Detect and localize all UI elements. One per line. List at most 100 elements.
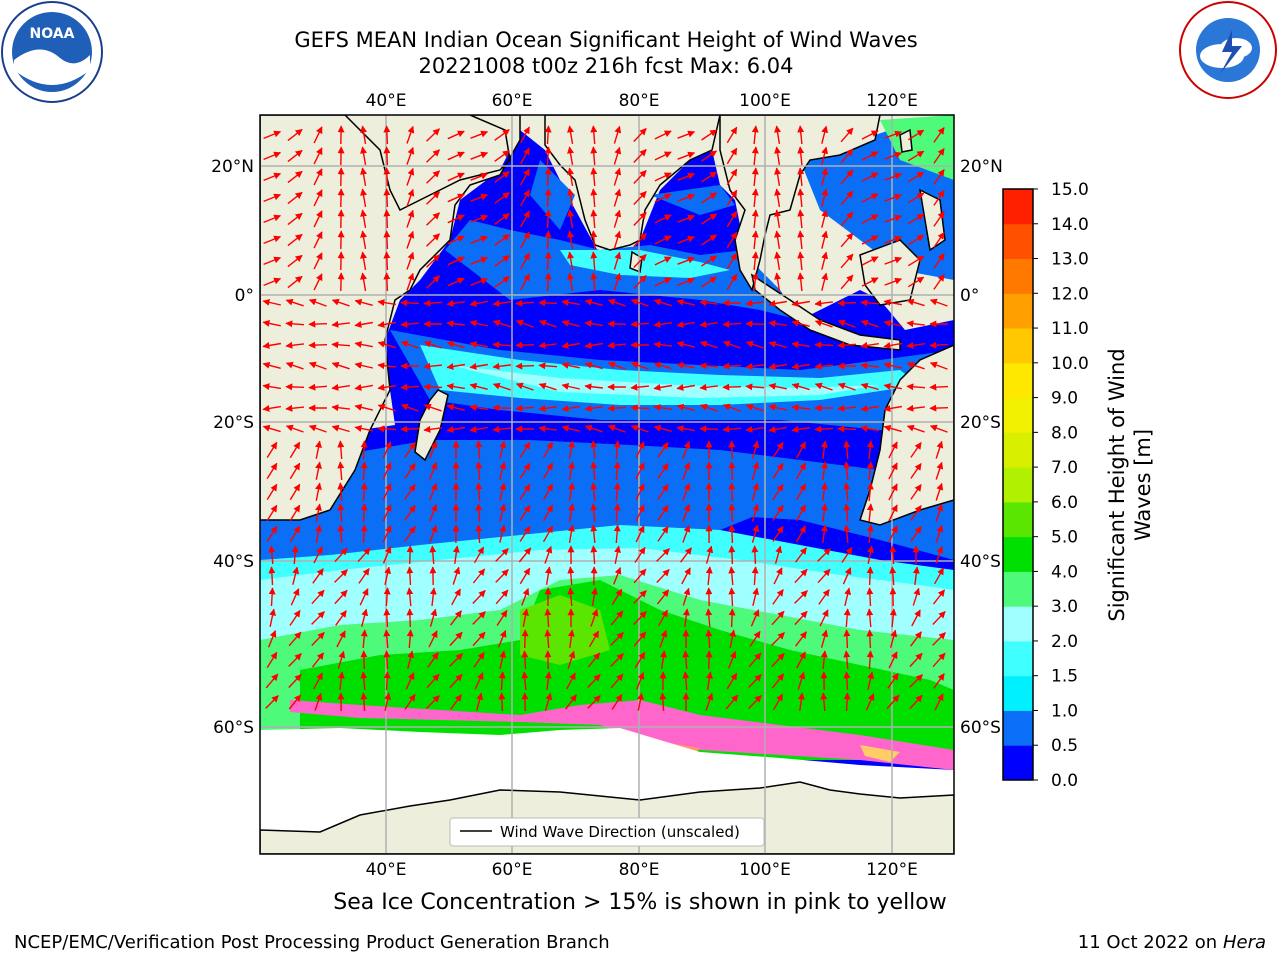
wave-direction-arrow <box>499 461 507 480</box>
wave-direction-arrow <box>590 608 599 627</box>
wave-direction-arrow <box>406 629 414 649</box>
colorbar-tick-label: 12.0 <box>1051 284 1089 304</box>
wave-direction-arrow <box>337 461 345 481</box>
wave-direction-arrow <box>860 341 880 349</box>
wave-direction-arrow <box>521 650 529 670</box>
wave-direction-arrow <box>447 193 465 203</box>
wave-direction-arrow <box>588 630 600 648</box>
map-legend: Wind Wave Direction (unscaled) <box>449 817 765 847</box>
wave-direction-arrow <box>584 404 604 412</box>
wave-direction-arrow <box>906 383 926 391</box>
wave-direction-arrow <box>722 340 741 349</box>
colorbar-tick-label: 10.0 <box>1051 354 1089 374</box>
wave-direction-arrow <box>429 461 438 480</box>
wave-direction-arrow <box>404 484 416 500</box>
wave-direction-arrow <box>584 298 603 306</box>
wave-direction-arrow <box>821 251 829 270</box>
wave-direction-arrow <box>677 151 696 160</box>
wave-direction-arrow <box>837 319 856 328</box>
wave-direction-arrow <box>630 361 649 370</box>
colorbar-segment <box>1003 432 1033 468</box>
wave-direction-arrow <box>515 362 535 370</box>
wave-direction-arrow <box>866 440 874 460</box>
wave-direction-arrow <box>768 403 787 411</box>
wave-direction-arrow <box>470 235 489 244</box>
wave-direction-arrow <box>774 146 782 166</box>
wave-direction-arrow <box>861 214 879 224</box>
wave-direction-arrow <box>613 566 622 585</box>
wave-direction-arrow <box>837 425 857 433</box>
wave-direction-arrow <box>377 403 396 412</box>
wave-direction-arrow <box>906 404 925 412</box>
colorbar-tick-label: 2.0 <box>1051 632 1078 652</box>
wave-direction-arrow <box>544 608 552 628</box>
wave-direction-arrow <box>567 272 574 292</box>
wave-direction-arrow <box>653 341 672 349</box>
colorbar-segment <box>1003 571 1033 607</box>
colorbar-segment <box>1003 189 1033 225</box>
wave-direction-arrow <box>910 526 922 542</box>
wave-direction-arrow <box>699 299 718 307</box>
lat-label-left: 60°S <box>213 718 254 738</box>
wave-direction-arrow <box>314 692 323 711</box>
wave-direction-arrow <box>751 440 760 459</box>
wave-direction-arrow <box>287 254 303 268</box>
wave-direction-arrow <box>929 341 949 349</box>
wave-direction-arrow <box>449 673 463 689</box>
wave-direction-arrow <box>590 503 598 523</box>
wave-direction-arrow <box>313 126 323 144</box>
wave-direction-arrow <box>308 341 328 349</box>
wave-direction-arrow <box>313 672 323 690</box>
wave-direction-arrow <box>400 425 420 433</box>
wave-direction-arrow <box>377 299 397 307</box>
wave-direction-arrow <box>354 321 374 328</box>
wave-direction-arrow <box>522 608 529 627</box>
wave-direction-arrow <box>354 341 373 348</box>
wave-direction-arrow <box>637 692 644 711</box>
wave-direction-arrow <box>406 230 415 249</box>
wave-direction-arrow <box>268 545 276 565</box>
wave-direction-arrow <box>726 147 738 165</box>
wave-direction-arrow <box>726 189 738 207</box>
wave-direction-arrow <box>285 341 304 349</box>
wave-direction-arrow <box>449 631 463 647</box>
wave-direction-arrow <box>774 545 783 564</box>
wave-direction-arrow <box>542 525 554 543</box>
wave-direction-arrow <box>748 694 762 709</box>
wave-direction-arrow <box>633 232 647 247</box>
wave-direction-arrow <box>797 230 805 250</box>
wave-direction-arrow <box>315 482 322 501</box>
wave-direction-arrow <box>429 587 437 606</box>
wave-direction-arrow <box>883 383 902 390</box>
wave-direction-arrow <box>820 440 828 459</box>
colorbar-tick-label: 8.0 <box>1051 423 1078 443</box>
wave-direction-arrow <box>933 190 945 206</box>
wave-direction-arrow <box>360 251 367 271</box>
wave-direction-arrow <box>653 298 672 307</box>
wave-direction-arrow <box>635 483 645 501</box>
wave-direction-arrow <box>590 482 598 502</box>
lon-label-top: 120°E <box>866 91 918 111</box>
wave-direction-arrow <box>935 545 944 564</box>
wave-direction-arrow <box>682 524 691 543</box>
wave-direction-arrow <box>561 424 580 432</box>
wave-direction-arrow <box>354 298 373 306</box>
wave-direction-arrow <box>587 673 601 688</box>
wave-direction-arrow <box>313 189 323 207</box>
wave-direction-arrow <box>383 587 391 607</box>
wave-direction-arrow <box>774 188 782 208</box>
wave-direction-arrow <box>590 545 598 565</box>
wave-direction-arrow <box>888 504 898 522</box>
wave-direction-arrow <box>820 503 828 522</box>
wave-direction-arrow <box>774 230 782 250</box>
wave-direction-arrow <box>844 587 852 606</box>
wave-direction-arrow <box>567 629 575 648</box>
wave-direction-arrow <box>262 298 281 306</box>
wave-direction-arrow <box>911 609 921 627</box>
wave-direction-arrow <box>406 545 414 565</box>
wave-direction-arrow <box>701 171 718 183</box>
wave-direction-arrow <box>676 340 695 348</box>
wave-direction-arrow <box>682 671 690 691</box>
wave-direction-arrow <box>653 424 672 432</box>
wave-direction-arrow <box>494 255 510 267</box>
